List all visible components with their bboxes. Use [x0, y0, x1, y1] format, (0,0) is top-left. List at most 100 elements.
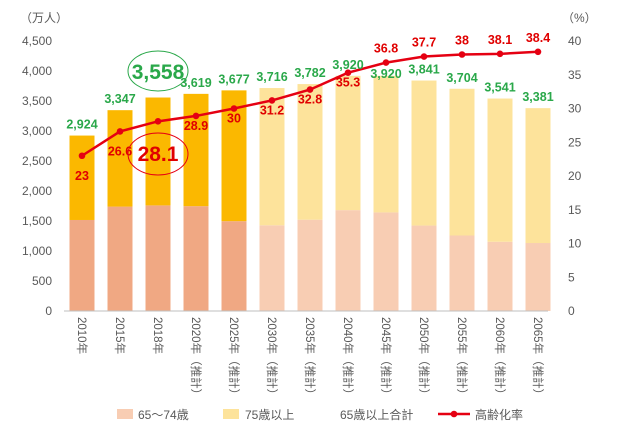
y2-tick-label: 20: [568, 169, 582, 183]
total-label: 3,541: [484, 81, 515, 95]
total-label: 3,347: [104, 92, 135, 106]
y-tick-label: 1,500: [22, 214, 52, 228]
legend-swatch-65-74: [117, 409, 133, 419]
category-label-text: 2045年（推計）: [379, 317, 393, 400]
category-label: 2030年（推計）: [265, 317, 279, 400]
y-tick-label: 2,000: [22, 184, 52, 198]
category-label: 2055年（推計）: [455, 317, 469, 400]
rate-point: [268, 97, 276, 104]
y2-tick-label: 0: [568, 304, 575, 318]
total-label: 3,381: [522, 90, 553, 104]
rate-label: 38.1: [488, 33, 512, 47]
y-tick-label: 0: [45, 304, 52, 318]
category-label: 2045年（推計）: [379, 317, 393, 400]
y2-tick-label: 30: [568, 102, 582, 116]
legend-swatch-75-plus: [223, 409, 239, 419]
rate-point: [344, 69, 352, 77]
total-label: 3,920: [370, 67, 401, 81]
y-tick-label: 1,000: [22, 244, 52, 258]
rate-point: [496, 50, 504, 58]
bar-65-74: [145, 205, 171, 311]
highlight-rate-ellipse: [127, 132, 189, 176]
category-label-text: 2035年（推計）: [303, 317, 317, 400]
category-label-text: 2010年: [75, 317, 89, 354]
total-label: 3,782: [294, 66, 325, 80]
rate-label: 37.7: [412, 36, 436, 50]
right-axis-ticks: 0 5 10 15 20 25 30 35 40: [568, 34, 582, 318]
right-axis-unit: （%）: [562, 11, 597, 25]
category-label-text: 2020年（推計）: [189, 317, 203, 400]
rate-point: [382, 59, 390, 66]
bar-75-plus: [145, 97, 171, 206]
category-label-text: 2065年（推計）: [531, 317, 545, 400]
category-label: 2040年（推計）: [341, 317, 355, 400]
total-label: 3,716: [256, 70, 287, 84]
rate-labels: 23 26.6 28.9 30 31.2 32.8 35.3 36.8 37.7 38 38.1 38…: [75, 31, 550, 183]
rate-point: [458, 51, 466, 58]
rate-point: [116, 128, 124, 135]
total-label: 3,920: [332, 58, 363, 72]
legend-label-75-plus: 75歳以上: [245, 408, 294, 422]
y-tick-label: 4,000: [22, 64, 52, 78]
category-label: 2018年: [151, 317, 165, 354]
legend: 65～74歳 75歳以上 65歳以上合計 高齢化率: [117, 407, 523, 422]
total-label: 2,924: [66, 118, 97, 132]
bar-65-74: [297, 219, 323, 311]
bar-75-plus: [259, 88, 285, 226]
legend-label-total: 65歳以上合計: [340, 407, 413, 422]
left-axis-unit: （万人）: [20, 11, 68, 25]
bar-65-74: [411, 225, 437, 311]
total-label: 3,619: [180, 76, 211, 90]
y2-tick-label: 15: [568, 203, 582, 217]
bar-65-74: [107, 206, 133, 311]
category-label: 2015年: [113, 317, 127, 354]
bar-65-74: [525, 243, 551, 311]
highlight-rate-label: 28.1: [138, 143, 179, 166]
category-labels: 2010年 2015年 2018年 2020年（推計） 2025年（推計） 2030年（推…: [75, 317, 545, 400]
bar-65-74: [183, 206, 209, 311]
y-tick-label: 3,000: [22, 124, 52, 138]
category-label: 2025年（推計）: [227, 317, 241, 400]
rate-label: 31.2: [260, 103, 284, 117]
y-tick-label: 2,500: [22, 154, 52, 168]
y2-tick-label: 40: [568, 34, 582, 48]
bar-65-74: [373, 212, 399, 311]
bar-series: [69, 75, 551, 311]
rate-point: [534, 48, 542, 56]
y2-tick-label: 35: [568, 68, 582, 82]
total-label: 3,841: [408, 63, 439, 77]
bar-65-74: [69, 219, 95, 311]
rate-point: [230, 105, 238, 112]
category-label: 2020年（推計）: [189, 317, 203, 400]
category-label: 2060年（推計）: [493, 317, 507, 400]
category-label-text: 2060年（推計）: [493, 317, 507, 400]
legend-marker-rate: [450, 410, 458, 418]
y-tick-label: 3,500: [22, 94, 52, 108]
rate-label: 23: [75, 169, 89, 183]
rate-label: 38: [455, 34, 469, 48]
bar-75-plus: [487, 98, 513, 242]
bar-65-74: [449, 235, 475, 311]
bar-65-74: [221, 221, 247, 311]
legend-label-rate: 高齢化率: [475, 407, 523, 422]
bar-65-74: [259, 225, 285, 311]
bar-75-plus: [373, 75, 399, 213]
total-label: 3,704: [446, 71, 477, 85]
category-label: 2010年: [75, 317, 89, 354]
category-label-text: 2030年（推計）: [265, 317, 279, 400]
bar-75-plus: [449, 88, 475, 236]
rate-label: 28.9: [184, 119, 208, 133]
left-axis-ticks: 0 500 1,000 1,500 2,000 2,500 3,000 3,500 4,000 4…: [22, 34, 52, 318]
rate-label: 30: [227, 112, 241, 126]
total-label: 3,677: [218, 72, 249, 86]
rate-point: [306, 86, 314, 93]
bar-65-74: [487, 241, 513, 311]
bar-75-plus: [335, 75, 361, 211]
category-label: 2065年（推計）: [531, 317, 545, 400]
category-label: 2050年（推計）: [417, 317, 431, 400]
highlight-total-ellipse: [127, 50, 189, 92]
category-label-text: 2025年（推計）: [227, 317, 241, 400]
bar-75-plus: [411, 80, 437, 226]
highlight-total-label: 3,558: [132, 61, 185, 84]
